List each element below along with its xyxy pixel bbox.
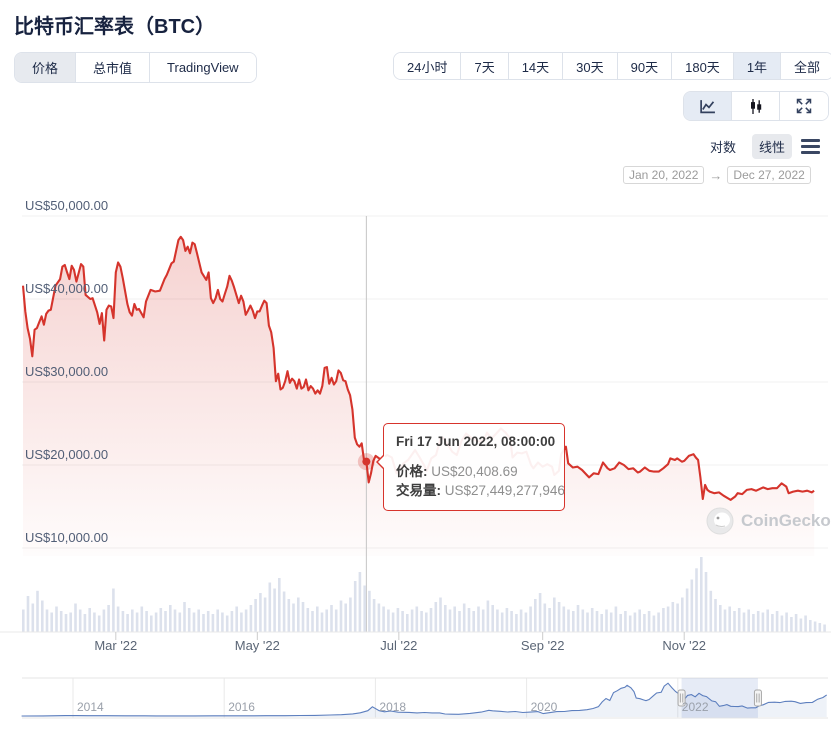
navigator-year-label: 2016	[228, 700, 255, 714]
tooltip-volume-label: 交易量:	[396, 483, 441, 498]
y-axis-label: US$40,000.00	[25, 281, 109, 296]
line-chart-icon	[700, 99, 715, 113]
menu-icon[interactable]	[801, 137, 820, 156]
navigator-year-label: 2014	[77, 700, 104, 714]
navigator-selection[interactable]	[681, 678, 758, 718]
x-axis-label: Jul '22	[380, 638, 418, 653]
fullscreen-button[interactable]	[780, 92, 828, 120]
range-7d[interactable]: 7天	[461, 53, 509, 79]
scale-toggle-row: 对数 线性	[700, 133, 820, 159]
x-axis-label: Sep '22	[520, 638, 565, 653]
navigator-year-label: 2020	[530, 700, 558, 714]
navigator-year-label: 2018	[379, 700, 407, 714]
candlestick-icon	[750, 98, 761, 114]
navigator-area	[21, 683, 827, 717]
tooltip-price-label: 价格:	[396, 464, 428, 479]
chart-tooltip: Fri 17 Jun 2022, 08:00:00 价格: US$20,408.…	[376, 423, 565, 511]
log-scale-button[interactable]: 对数	[709, 139, 736, 155]
tooltip-volume-value: US$27,449,277,946	[444, 483, 565, 498]
line-chart-button[interactable]	[684, 92, 732, 120]
range-all[interactable]: 全部	[781, 53, 831, 79]
range-24h[interactable]: 24小时	[394, 53, 462, 79]
x-axis-label: Mar '22	[94, 638, 138, 653]
navigator-line	[21, 682, 828, 717]
x-axis-label: May '22	[234, 638, 280, 653]
range-14d[interactable]: 14天	[508, 53, 564, 79]
date-range-row: Jan 20, 2022 → Dec 27, 2022	[623, 166, 811, 184]
range-180d[interactable]: 180天	[672, 53, 734, 79]
chart-type-group	[683, 91, 829, 121]
time-range-group: 24小时 7天 14天 30天 90天 180天 1年 全部	[393, 52, 831, 80]
tooltip-price-value: US$20,408.69	[431, 464, 518, 479]
linear-scale-button[interactable]: 线性	[751, 133, 792, 159]
view-tab-group: 价格 总市值 TradingView	[14, 52, 257, 83]
arrow-right-icon: →	[709, 167, 723, 183]
y-axis-label: US$30,000.00	[25, 364, 109, 379]
navigator-year-label: 2022	[681, 700, 709, 714]
watermark-text: CoinGecko	[741, 511, 831, 530]
x-axis-label: Nov '22	[662, 638, 707, 653]
tab-marketcap[interactable]: 总市值	[76, 53, 151, 82]
price-area	[23, 236, 815, 557]
tab-tradingview[interactable]: TradingView	[150, 53, 256, 82]
range-1y[interactable]: 1年	[733, 53, 782, 79]
y-axis-label: US$10,000.00	[25, 530, 109, 545]
tab-price[interactable]: 价格	[15, 53, 77, 82]
y-axis-label: US$50,000.00	[25, 198, 109, 213]
fullscreen-icon	[796, 98, 812, 114]
range-90d[interactable]: 90天	[617, 53, 673, 79]
end-date-input[interactable]: Dec 27, 2022	[727, 166, 811, 184]
tooltip-date: Fri 17 Jun 2022, 08:00:00	[396, 434, 556, 449]
navigator-handle-left[interactable]	[677, 689, 686, 707]
coingecko-watermark: CoinGecko	[706, 507, 831, 535]
volume-bars	[22, 557, 826, 633]
navigator-handle-right[interactable]	[753, 689, 762, 707]
range-30d[interactable]: 30天	[563, 53, 618, 79]
page-title: 比特币汇率表（BTC）	[14, 16, 216, 38]
selected-point-marker[interactable]	[362, 457, 371, 466]
candlestick-button[interactable]	[732, 92, 780, 120]
y-axis-label: US$20,000.00	[25, 447, 109, 462]
price-line	[21, 235, 815, 501]
start-date-input[interactable]: Jan 20, 2022	[623, 166, 705, 184]
coingecko-logo-icon	[706, 507, 734, 535]
